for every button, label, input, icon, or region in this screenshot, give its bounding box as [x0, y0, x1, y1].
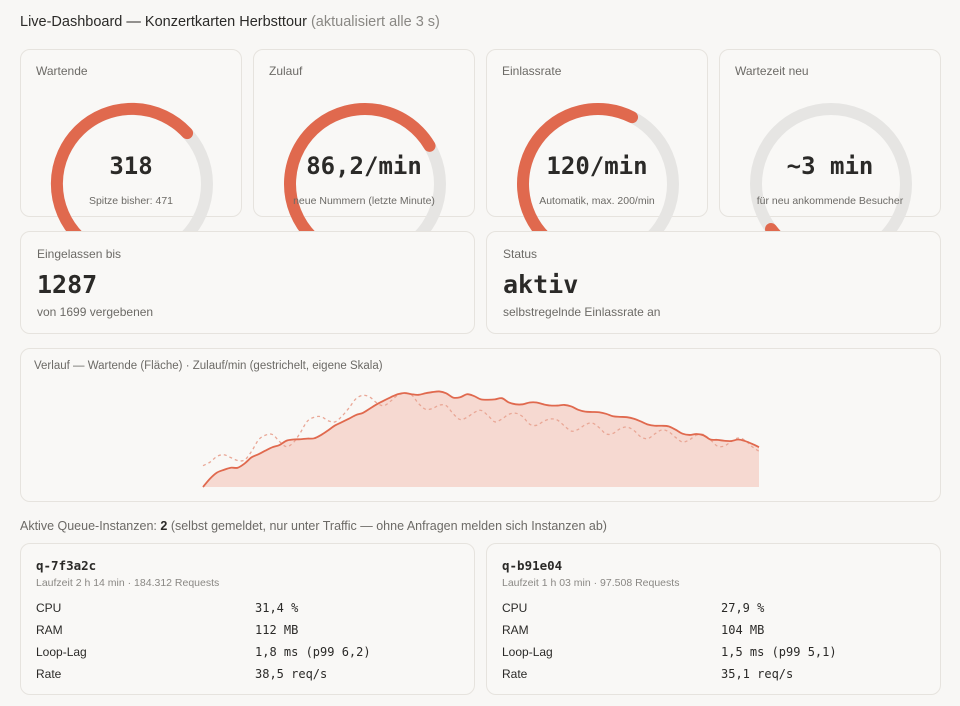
metric-value: 1,8 ms (p99 6,2) — [255, 645, 371, 659]
refresh-note: (aktualisiert alle 3 s) — [310, 14, 440, 30]
gauge-card-wait-time: Wartezeit neu ~3 min für neu ankommende … — [719, 49, 941, 244]
gauge-value: 120/min — [546, 152, 648, 180]
metric-row-cpu: CPU 31,4 % — [36, 601, 456, 623]
instance-metrics: CPU 31,4 % RAM 112 MB Loop-Lag 1,8 ms (p99 … — [36, 601, 456, 689]
gauge-value: 318 — [109, 152, 153, 180]
gauge-label: Einlassrate — [502, 64, 562, 78]
metric-key: Loop-Lag — [36, 645, 87, 659]
admitted-label: Eingelassen bis — [37, 247, 122, 261]
gauge-note: neue Nummern (letzte Minute) — [293, 195, 435, 207]
instance-name: q-b91e04 — [502, 558, 563, 573]
instance-name: q-7f3a2c — [36, 558, 97, 573]
status-label: Status — [503, 247, 538, 261]
metric-row-loop-lag: Loop-Lag 1,5 ms (p99 5,1) — [502, 645, 922, 667]
chart-title: Verlauf — Wartende (Fläche) · Zulauf/min… — [34, 360, 383, 372]
instance-runtime: Laufzeit 1 h 03 min · 97.508 Requests — [502, 577, 680, 589]
metric-value: 35,1 req/s — [721, 667, 794, 681]
metric-value: 104 MB — [721, 623, 765, 637]
instance-card: q-b91e04 Laufzeit 1 h 03 min · 97.508 Re… — [486, 543, 941, 695]
gauge-card-inflow: Zulauf 86,2/min neue Nummern (letzte Min… — [253, 49, 475, 244]
status-note: selbstregelnde Einlassrate an — [503, 305, 661, 319]
metric-key: Loop-Lag — [502, 645, 553, 659]
instances-count: 2 — [160, 519, 168, 533]
admitted-note: von 1699 vergebenen — [37, 305, 154, 319]
instance-metrics: CPU 27,9 % RAM 104 MB Loop-Lag 1,5 ms (p99 … — [502, 601, 922, 689]
history-chart-card: Verlauf — Wartende (Fläche) · Zulauf/min… — [20, 348, 941, 502]
gauge-track — [750, 103, 912, 244]
gauge-fill — [517, 103, 639, 244]
gauge-fill — [50, 102, 194, 244]
instance-runtime: Laufzeit 2 h 14 min · 184.312 Requests — [36, 577, 220, 589]
gauge-note: Automatik, max. 200/min — [539, 195, 655, 207]
page-title: Live-Dashboard — Konzertkarten Herbsttou… — [20, 14, 440, 30]
metric-value: 38,5 req/s — [255, 667, 328, 681]
instances-suffix: (selbst gemeldet, nur unter Traffic — oh… — [170, 519, 607, 533]
gauge-arc — [50, 102, 213, 244]
gauge-arc — [284, 103, 446, 244]
metric-key: CPU — [36, 601, 62, 615]
gauge-value: ~3 min — [786, 152, 874, 180]
metric-key: RAM — [36, 623, 63, 637]
gauge-value: 86,2/min — [306, 152, 422, 180]
metric-row-ram: RAM 104 MB — [502, 623, 922, 645]
metric-key: Rate — [36, 667, 62, 681]
metric-row-loop-lag: Loop-Lag 1,8 ms (p99 6,2) — [36, 645, 456, 667]
instances-prefix: Aktive Queue-Instanzen: — [20, 519, 157, 533]
gauge-card-waiting: Wartende 318 Spitze bisher: 471 — [20, 49, 242, 244]
instances-header: Aktive Queue-Instanzen: 2 (selbst gemeld… — [20, 519, 607, 533]
admitted-value: 1287 — [37, 270, 98, 299]
history-chart — [202, 390, 760, 488]
metric-value: 112 MB — [255, 623, 299, 637]
instance-card: q-7f3a2c Laufzeit 2 h 14 min · 184.312 R… — [20, 543, 475, 695]
gauge-arc — [517, 103, 679, 244]
metric-key: RAM — [502, 623, 529, 637]
gauge-fill — [284, 103, 436, 244]
metric-row-cpu: CPU 27,9 % — [502, 601, 922, 623]
metric-row-rate: Rate 35,1 req/s — [502, 667, 922, 689]
dashboard-title: Live-Dashboard — Konzertkarten Herbsttou… — [20, 14, 307, 30]
status-card: Status aktiv selbstregelnde Einlassrate … — [486, 231, 941, 334]
gauge-label: Wartezeit neu — [735, 64, 809, 78]
admitted-card: Eingelassen bis 1287 von 1699 vergebenen — [20, 231, 475, 334]
metric-row-ram: RAM 112 MB — [36, 623, 456, 645]
metric-value: 31,4 % — [255, 601, 299, 615]
metric-value: 27,9 % — [721, 601, 765, 615]
metric-row-rate: Rate 38,5 req/s — [36, 667, 456, 689]
waiting-line — [202, 390, 760, 488]
gauge-note: für neu ankommende Besucher — [756, 195, 904, 207]
metric-key: CPU — [502, 601, 528, 615]
gauge-label: Zulauf — [269, 64, 303, 78]
status-value: aktiv — [503, 270, 579, 299]
gauge-note: Spitze bisher: 471 — [88, 195, 174, 207]
metric-value: 1,5 ms (p99 5,1) — [721, 645, 837, 659]
gauge-card-admission-rate: Einlassrate 120/min Automatik, max. 200/… — [486, 49, 708, 244]
waiting-area-fill — [203, 391, 759, 487]
gauge-label: Wartende — [36, 64, 88, 78]
metric-key: Rate — [502, 667, 528, 681]
